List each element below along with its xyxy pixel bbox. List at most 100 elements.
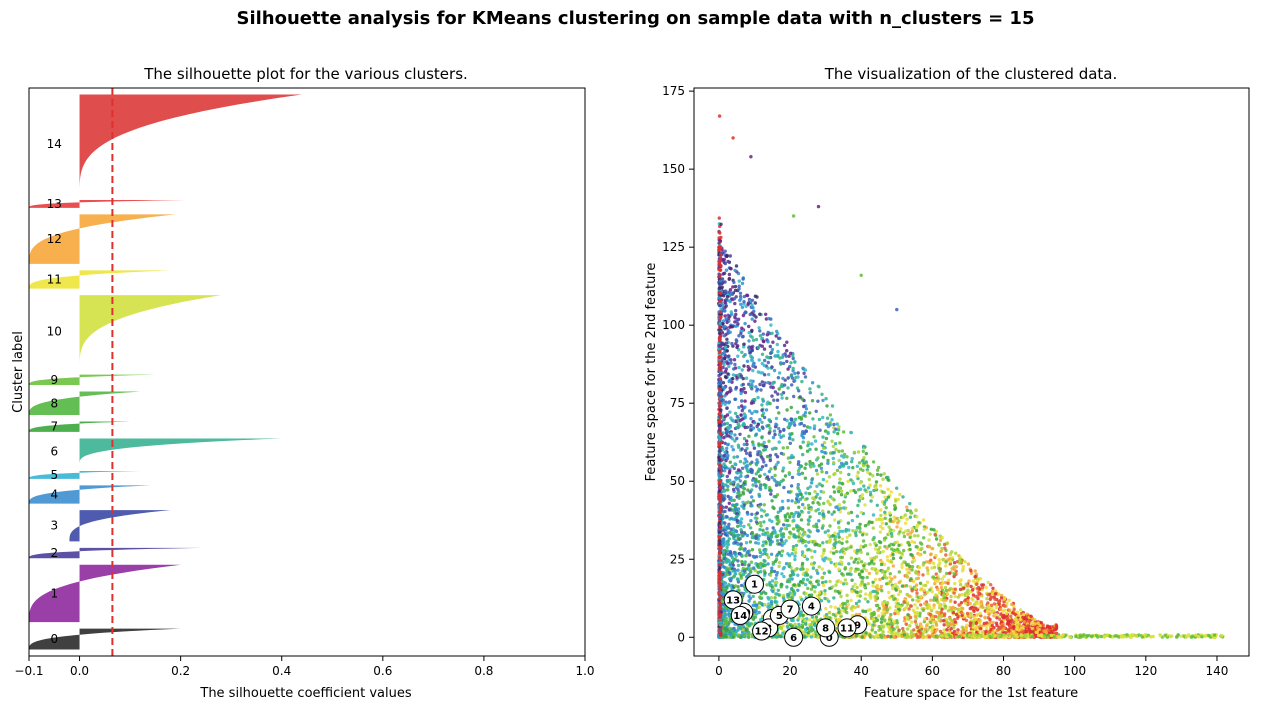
scatter-point: [861, 533, 865, 537]
scatter-point: [844, 461, 848, 465]
scatter-point: [805, 557, 809, 561]
scatter-point: [880, 521, 884, 525]
scatter-point: [755, 410, 759, 414]
scatter-point: [785, 340, 789, 344]
scatter-point: [754, 472, 758, 476]
scatter-point: [883, 510, 887, 514]
scatter-point: [938, 613, 942, 617]
scatter-point: [813, 539, 817, 544]
scatter-point: [779, 384, 783, 389]
scatter-point: [729, 516, 734, 521]
scatter-point: [884, 522, 888, 526]
scatter-point: [746, 621, 750, 626]
scatter-point: [797, 583, 801, 588]
scatter-point: [765, 583, 769, 587]
scatter-point: [767, 439, 771, 443]
scatter-point: [723, 464, 727, 468]
scatter-point: [944, 560, 948, 564]
scatter-point: [871, 460, 876, 464]
scatter-point: [769, 317, 773, 321]
scatter-point: [813, 590, 817, 594]
scatter-point: [722, 271, 727, 275]
scatter-point: [1010, 602, 1014, 607]
scatter-point: [906, 602, 910, 606]
scatter-point: [866, 464, 870, 469]
scatter-point: [812, 426, 817, 431]
scatter-point: [904, 622, 908, 626]
scatter-point: [884, 506, 888, 510]
scatter-point: [903, 606, 907, 611]
scatter-point: [754, 432, 759, 436]
scatter-point: [768, 426, 772, 431]
scatter-point: [812, 424, 817, 428]
scatter-point: [800, 379, 804, 384]
scatter-point: [821, 435, 825, 439]
scatter-point: [804, 491, 808, 495]
scatter-point: [883, 618, 887, 622]
scatter-point: [863, 503, 867, 507]
scatter-point: [747, 339, 751, 343]
scatter-point: [908, 501, 912, 506]
scatter-point: [852, 450, 857, 454]
scatter-point: [799, 537, 804, 541]
scatter-point: [915, 598, 919, 603]
scatter-point: [761, 332, 765, 336]
scatter-point: [922, 525, 927, 529]
scatter-point: [790, 453, 794, 458]
scatter-point: [723, 489, 727, 493]
scatter-point: [828, 413, 833, 417]
scatter-point: [780, 392, 784, 397]
scatter-point: [737, 405, 741, 410]
scatter-point: [905, 508, 910, 513]
scatter-point: [788, 460, 792, 465]
scatter-point: [842, 452, 847, 457]
scatter-point: [841, 582, 846, 586]
scatter-point: [791, 618, 795, 623]
scatter-point: [857, 557, 861, 561]
scatter-point: [761, 397, 765, 401]
scatter-point: [829, 451, 833, 455]
scatter-point: [763, 358, 767, 363]
scatter-point: [933, 614, 938, 619]
scatter-point: [743, 310, 748, 314]
scatter-point: [886, 495, 891, 499]
scatter-point: [934, 597, 939, 601]
scatter-point: [779, 451, 784, 456]
scatter-point: [758, 312, 762, 316]
scatter-point: [812, 435, 816, 439]
scatter-point: [735, 514, 740, 518]
scatter-point: [880, 615, 885, 619]
scatter-point: [747, 301, 751, 305]
scatter-point: [725, 320, 729, 325]
scatter-point: [925, 580, 930, 584]
scatter-point: [932, 598, 936, 602]
scatter-point: [751, 306, 755, 310]
scatter-point: [740, 408, 744, 413]
scatter-point: [809, 575, 813, 579]
scatter-point: [965, 623, 969, 627]
scatter-point: [760, 361, 764, 366]
scatter-point: [849, 478, 853, 482]
scatter-point: [912, 558, 917, 563]
scatter-point: [823, 450, 827, 455]
scatter-point: [837, 610, 841, 615]
scatter-point: [740, 562, 745, 567]
scatter-point: [735, 455, 740, 459]
scatter-point: [810, 615, 815, 619]
scatter-point: [731, 419, 736, 423]
scatter-point: [837, 449, 841, 453]
cluster-label-6: 6: [50, 444, 58, 458]
scatter-point: [922, 588, 926, 592]
scatter-point: [725, 434, 729, 438]
scatter-point: [860, 459, 865, 463]
scatter-point: [752, 600, 757, 604]
scatter-point: [953, 600, 957, 604]
scatter-point: [760, 344, 764, 348]
scatter-point: [742, 364, 746, 368]
silhouette-x-tick-label: 0.4: [272, 664, 291, 678]
scatter-point: [721, 319, 726, 323]
scatter-point: [805, 578, 810, 582]
scatter-point: [769, 323, 773, 327]
scatter-point: [980, 585, 985, 590]
scatter-point: [865, 532, 869, 536]
